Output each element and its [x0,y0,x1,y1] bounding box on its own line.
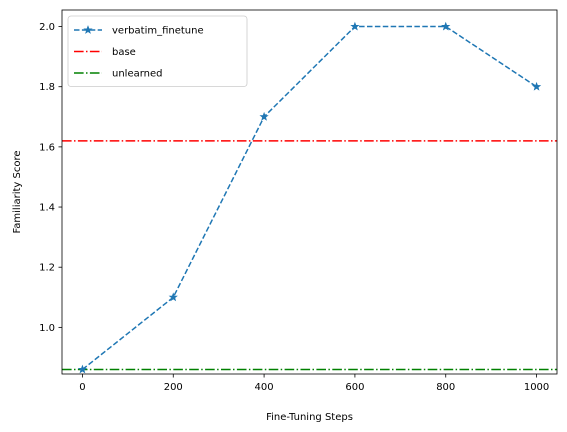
data-point [350,21,360,31]
x-tick-label: 800 [436,382,455,393]
legend-box [67,15,248,87]
y-tick-label: 1.2 [39,263,55,274]
x-tick-label: 400 [255,382,274,393]
data-point [531,81,542,91]
x-tick-label: 200 [164,382,183,393]
legend-label: verbatim_finetune [112,26,204,37]
plot-frame [61,9,558,375]
data-point [77,364,88,374]
legend-label: base [112,47,136,58]
y-axis-ticks: 1.0 1.2 1.4 1.6 1.8 2.0 [39,22,62,334]
reference-lines [62,140,557,371]
data-point [259,111,269,121]
x-axis-label: Fine-Tuning Steps [266,412,353,423]
data-point [441,21,451,31]
y-axis-label: Familiarity Score [12,150,23,233]
y-tick-label: 1.0 [39,323,55,334]
x-tick-label: 600 [345,382,364,393]
y-tick-label: 1.4 [39,203,55,214]
series-layer [77,21,542,374]
legend-entry-unlearned: unlearned [74,69,163,80]
series-line-verbatim_finetune [81,25,537,371]
legend-marker [83,25,93,34]
legend-label: unlearned [112,69,163,80]
x-tick-label: 1000 [524,382,549,393]
legend-entry-verbatim_finetune: verbatim_finetune [74,25,204,37]
x-tick-label: 0 [79,382,85,393]
y-tick-label: 1.8 [39,82,55,93]
x-axis-ticks: 0 200 400 600 800 1000 [79,374,549,393]
legend-entry-base: base [74,47,136,58]
y-tick-label: 1.6 [39,142,55,153]
y-tick-label: 2.0 [39,22,55,33]
data-point [168,292,178,302]
